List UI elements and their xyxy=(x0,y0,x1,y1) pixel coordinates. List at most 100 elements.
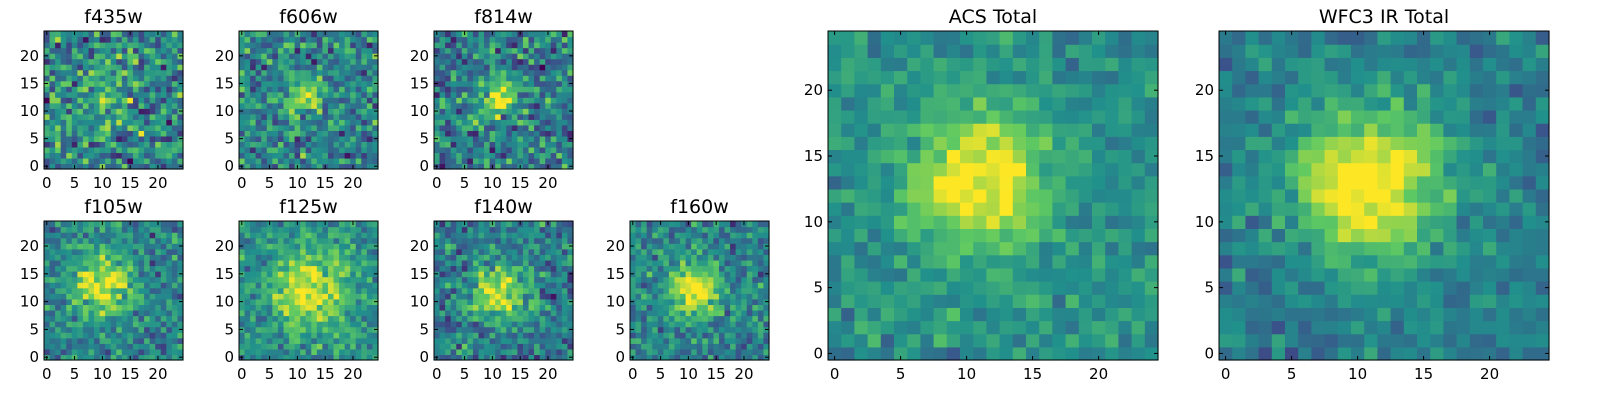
heatmap-cell xyxy=(355,119,362,126)
heatmap-cell xyxy=(116,80,123,87)
heatmap-cell xyxy=(94,163,101,170)
heatmap-cell xyxy=(77,298,84,305)
heatmap-cell xyxy=(55,113,62,120)
heatmap-cell xyxy=(49,343,56,350)
heatmap-cell xyxy=(635,337,642,344)
heatmap-cell xyxy=(907,307,921,322)
heatmap-cell xyxy=(66,130,73,137)
heatmap-cell xyxy=(239,47,246,54)
heatmap-cell xyxy=(138,259,145,267)
heatmap-cell xyxy=(127,298,134,305)
heatmap-cell xyxy=(691,309,698,317)
heatmap-cell xyxy=(311,221,318,228)
heatmap-cell xyxy=(316,113,323,120)
heatmap-cell xyxy=(635,237,642,244)
heatmap-cell xyxy=(272,326,279,333)
heatmap-cell xyxy=(517,91,524,98)
heatmap-cell xyxy=(116,146,123,154)
heatmap-cell xyxy=(506,64,513,71)
heatmap-cell xyxy=(828,215,842,229)
heatmap-cell xyxy=(272,337,279,344)
heatmap-cell xyxy=(82,75,90,82)
heatmap-cell xyxy=(350,97,357,104)
heatmap-cell xyxy=(361,146,368,154)
heatmap-cell xyxy=(472,254,480,261)
heatmap-cell xyxy=(746,282,753,289)
heatmap-cell xyxy=(138,31,145,38)
heatmap-cell xyxy=(567,42,574,49)
heatmap-cell xyxy=(250,47,257,54)
heatmap-cell xyxy=(946,175,961,190)
heatmap-cell xyxy=(467,265,474,272)
heatmap-cell xyxy=(511,108,518,115)
heatmap-cell xyxy=(311,315,318,322)
heatmap-cell xyxy=(366,332,374,339)
heatmap-cell xyxy=(685,315,692,322)
heatmap-cell xyxy=(539,348,546,356)
heatmap-cell xyxy=(894,241,908,256)
heatmap-cell xyxy=(277,152,285,159)
heatmap-cell xyxy=(177,343,184,350)
heatmap-cell xyxy=(132,243,140,250)
heatmap-cell xyxy=(635,226,642,233)
heatmap-cell xyxy=(361,254,368,261)
heatmap-cell xyxy=(511,343,518,350)
heatmap-cell xyxy=(550,276,557,283)
heatmap-cell xyxy=(88,226,95,233)
heatmap-cell xyxy=(261,152,268,159)
heatmap-cell xyxy=(99,53,106,60)
heatmap-cell xyxy=(472,75,480,82)
heatmap-cell xyxy=(333,293,340,300)
heatmap-cell xyxy=(88,141,95,148)
heatmap-cell xyxy=(160,243,167,250)
heatmap-cell xyxy=(272,124,279,131)
heatmap-cell xyxy=(506,146,513,154)
heatmap-cell xyxy=(82,343,90,350)
heatmap-cell xyxy=(277,53,285,60)
heatmap-cell xyxy=(60,75,67,82)
heatmap-cell xyxy=(121,221,128,228)
heatmap-cell xyxy=(250,226,257,233)
heatmap-cell xyxy=(144,282,151,289)
heatmap-cell xyxy=(467,102,474,109)
heatmap-cell xyxy=(472,119,480,126)
heatmap-cell xyxy=(71,332,78,339)
heatmap-cell xyxy=(66,108,73,115)
heatmap-cell xyxy=(82,321,90,328)
heatmap-cell xyxy=(344,47,351,54)
heatmap-cell xyxy=(82,141,90,148)
heatmap-cell xyxy=(272,276,279,283)
heatmap-cell xyxy=(77,64,84,71)
heatmap-cell xyxy=(272,146,279,154)
heatmap-cell xyxy=(155,282,162,289)
heatmap-cell xyxy=(105,332,112,339)
heatmap-cell xyxy=(484,91,491,98)
heatmap-cell xyxy=(372,146,379,154)
heatmap-cell xyxy=(333,276,340,283)
heatmap-cell xyxy=(166,326,173,333)
heatmap-cell xyxy=(713,243,720,250)
heatmap-cell xyxy=(561,141,569,148)
heatmap-cell xyxy=(311,163,318,170)
heatmap-cell xyxy=(550,42,557,49)
heatmap-cell xyxy=(177,221,184,228)
heatmap-cell xyxy=(545,309,552,317)
heatmap-cell xyxy=(82,64,90,71)
heatmap-cell xyxy=(567,309,574,317)
heatmap-cell xyxy=(155,130,162,137)
heatmap-cell xyxy=(445,348,452,356)
heatmap-cell xyxy=(724,309,731,317)
heatmap-cell xyxy=(500,53,507,60)
heatmap-cell xyxy=(556,348,563,356)
heatmap-cell xyxy=(439,31,446,38)
heatmap-cell xyxy=(646,326,653,333)
heatmap-cell xyxy=(707,259,714,267)
heatmap-cell xyxy=(116,221,123,228)
heatmap-cell xyxy=(289,337,296,344)
heatmap-cell xyxy=(472,31,480,38)
heatmap-cell xyxy=(724,343,731,350)
heatmap-cell xyxy=(283,141,290,148)
heatmap-cell xyxy=(244,86,251,93)
